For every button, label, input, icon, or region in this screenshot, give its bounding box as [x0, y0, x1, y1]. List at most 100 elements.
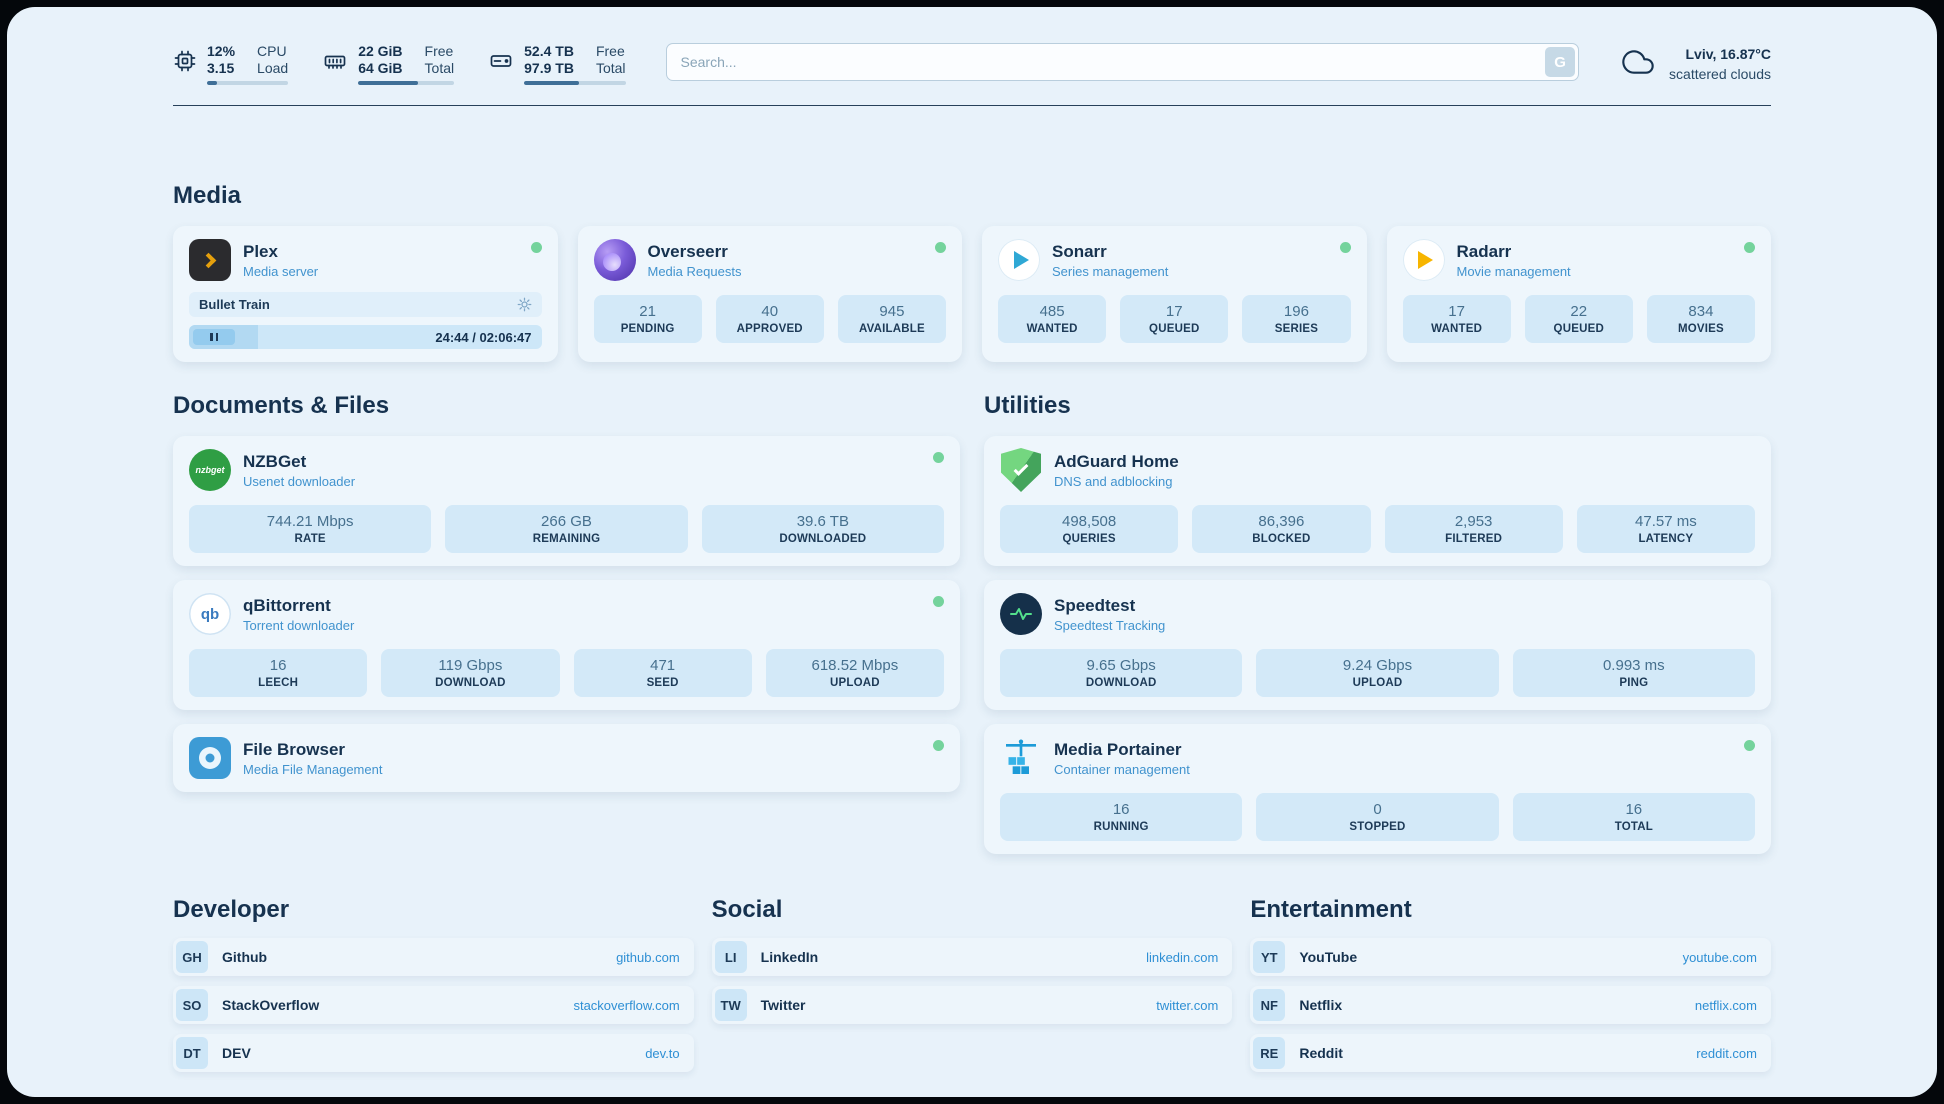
- stat-value: 16: [1625, 801, 1643, 818]
- adguard-app-tile[interactable]: AdGuard Home DNS and adblocking: [1000, 448, 1755, 492]
- topbar: 12% CPU 3.15 Load: [173, 7, 1771, 85]
- plex-app-tile[interactable]: Plex Media server: [189, 239, 542, 281]
- bookmark-name: LinkedIn: [760, 949, 819, 965]
- section-social: Social LI LinkedIn linkedin.com TW Twitt…: [711, 896, 1233, 1024]
- weather-location: Lviv, 16.87°C: [1685, 46, 1772, 62]
- stat-label: PENDING: [620, 323, 675, 335]
- stat-value: 21: [639, 303, 656, 320]
- qbittorrent-card: qb qBittorrent Torrent downloader 16 LEE…: [173, 580, 960, 710]
- search-engine-button[interactable]: G: [1545, 47, 1576, 77]
- stat-value: 744.21 Mbps: [266, 513, 354, 530]
- app-name: Media Portainer: [1054, 739, 1182, 759]
- stat-label: LEECH: [258, 677, 299, 689]
- qbittorrent-app-tile[interactable]: qb qBittorrent Torrent downloader: [189, 593, 944, 635]
- radarr-app-tile[interactable]: Radarr Movie management: [1402, 239, 1755, 281]
- app-name: Sonarr: [1052, 241, 1107, 261]
- cpu-label-line1: CPU: [257, 43, 287, 59]
- stat-rate: 744.21 Mbps RATE: [189, 505, 432, 553]
- bookmark-url: reddit.com: [1696, 1045, 1757, 1061]
- bookmark-reddit[interactable]: RE Reddit reddit.com: [1250, 1034, 1771, 1072]
- bookmark-twitter[interactable]: TW Twitter twitter.com: [711, 986, 1233, 1024]
- sonarr-card: Sonarr Series management 485 WANTED 17 Q…: [982, 226, 1367, 362]
- stat-queued: 17 QUEUED: [1120, 295, 1229, 343]
- disk-progress-fill: [524, 81, 579, 85]
- disk-free-value: 52.4 TB: [524, 43, 574, 59]
- bookmark-name: YouTube: [1299, 949, 1358, 965]
- dev-icon: DT: [176, 1037, 208, 1069]
- bookmark-dev[interactable]: DT DEV dev.to: [173, 1034, 694, 1072]
- bookmark-stackoverflow[interactable]: SO StackOverflow stackoverflow.com: [173, 986, 694, 1024]
- github-icon: GH: [176, 941, 208, 973]
- portainer-app-tile[interactable]: Media Portainer Container management: [1000, 737, 1755, 779]
- documents-section-title: Documents & Files: [173, 392, 390, 419]
- sonarr-app-tile[interactable]: Sonarr Series management: [998, 239, 1351, 281]
- stat-downloaded: 39.6 TB DOWNLOADED: [701, 505, 944, 553]
- stat-stopped: 0 STOPPED: [1256, 793, 1499, 841]
- twitter-icon: TW: [714, 989, 747, 1021]
- cpu-load-value: 3.15: [207, 60, 235, 76]
- nzbget-card: nzbget NZBGet Usenet downloader 744.21 M…: [173, 436, 960, 566]
- stat-label: RUNNING: [1093, 821, 1149, 833]
- stat-label: QUERIES: [1062, 533, 1116, 545]
- stat-label: MOVIES: [1677, 323, 1724, 335]
- stat-total: 16 TOTAL: [1512, 793, 1755, 841]
- stat-value: 17: [1448, 303, 1465, 320]
- settings-gear-icon[interactable]: [517, 297, 532, 312]
- overseerr-app-tile[interactable]: Overseerr Media Requests: [593, 239, 946, 281]
- stat-available: 945 AVAILABLE: [837, 295, 947, 343]
- bookmark-youtube[interactable]: YT YouTube youtube.com: [1250, 938, 1771, 976]
- disk-progress-bar: [524, 81, 626, 85]
- stat-label: TOTAL: [1614, 821, 1653, 833]
- pause-button[interactable]: [193, 329, 235, 345]
- stat-upload: 9.24 Gbps UPLOAD: [1256, 649, 1499, 697]
- disk-icon: [488, 49, 514, 85]
- speedtest-app-tile[interactable]: Speedtest Speedtest Tracking: [1000, 593, 1755, 635]
- bookmark-name: Github: [222, 949, 268, 965]
- plex-icon: [189, 239, 231, 281]
- stat-label: SERIES: [1274, 323, 1319, 335]
- section-media: Media Plex Media server Bullet Train: [173, 182, 1771, 362]
- bookmark-name: Twitter: [760, 997, 806, 1013]
- stat-label: WANTED: [1026, 323, 1078, 335]
- nzbget-app-tile[interactable]: nzbget NZBGet Usenet downloader: [189, 449, 944, 491]
- app-subtitle: Container management: [1054, 761, 1190, 777]
- section-entertainment: Entertainment YT YouTube youtube.com NF …: [1250, 896, 1771, 1072]
- stat-value: 618.52 Mbps: [811, 657, 899, 674]
- stackoverflow-icon: SO: [176, 989, 208, 1021]
- ram-label-line1: Free: [424, 43, 454, 59]
- status-dot: [1744, 242, 1755, 253]
- bookmark-name: Netflix: [1299, 997, 1343, 1013]
- stat-value: 485: [1039, 303, 1065, 320]
- bookmark-linkedin[interactable]: LI LinkedIn linkedin.com: [711, 938, 1233, 976]
- plex-card: Plex Media server Bullet Train: [173, 226, 558, 362]
- stat-approved: 40 APPROVED: [715, 295, 824, 343]
- stat-queries: 498,508 QUERIES: [1000, 505, 1179, 553]
- stat-label: REMAINING: [532, 533, 601, 545]
- bookmark-github[interactable]: GH Github github.com: [173, 938, 694, 976]
- search-input[interactable]: [665, 43, 1580, 81]
- overseerr-icon: [593, 239, 636, 281]
- bookmark-netflix[interactable]: NF Netflix netflix.com: [1250, 986, 1771, 1024]
- stat-value: 16: [1112, 801, 1130, 818]
- speedtest-card: Speedtest Speedtest Tracking 9.65 Gbps D…: [984, 580, 1771, 710]
- bookmark-url: github.com: [616, 949, 680, 965]
- stat-value: 39.6 TB: [796, 513, 849, 530]
- app-subtitle: Media File Management: [243, 761, 383, 777]
- stat-wanted: 485 WANTED: [998, 295, 1107, 343]
- stat-download: 9.65 Gbps DOWNLOAD: [1000, 649, 1243, 697]
- stat-value: 119 Gbps: [438, 657, 503, 674]
- filebrowser-app-tile[interactable]: File Browser Media File Management: [189, 737, 944, 779]
- stat-value: 196: [1283, 303, 1309, 320]
- status-dot: [933, 740, 944, 751]
- search-bar: G: [665, 43, 1580, 81]
- stat-value: 498,508: [1062, 513, 1117, 530]
- playback-time: 24:44 / 02:06:47: [435, 329, 532, 345]
- app-name: qBittorrent: [243, 595, 331, 615]
- stat-value: 9.24 Gbps: [1342, 657, 1413, 674]
- weather-condition: scattered clouds: [1669, 65, 1771, 82]
- stat-label: QUEUED: [1553, 323, 1604, 335]
- now-playing-title: Bullet Train: [199, 297, 270, 312]
- bookmark-url: youtube.com: [1682, 949, 1757, 965]
- stat-label: BLOCKED: [1252, 533, 1311, 545]
- stat-upload: 618.52 Mbps UPLOAD: [765, 649, 944, 697]
